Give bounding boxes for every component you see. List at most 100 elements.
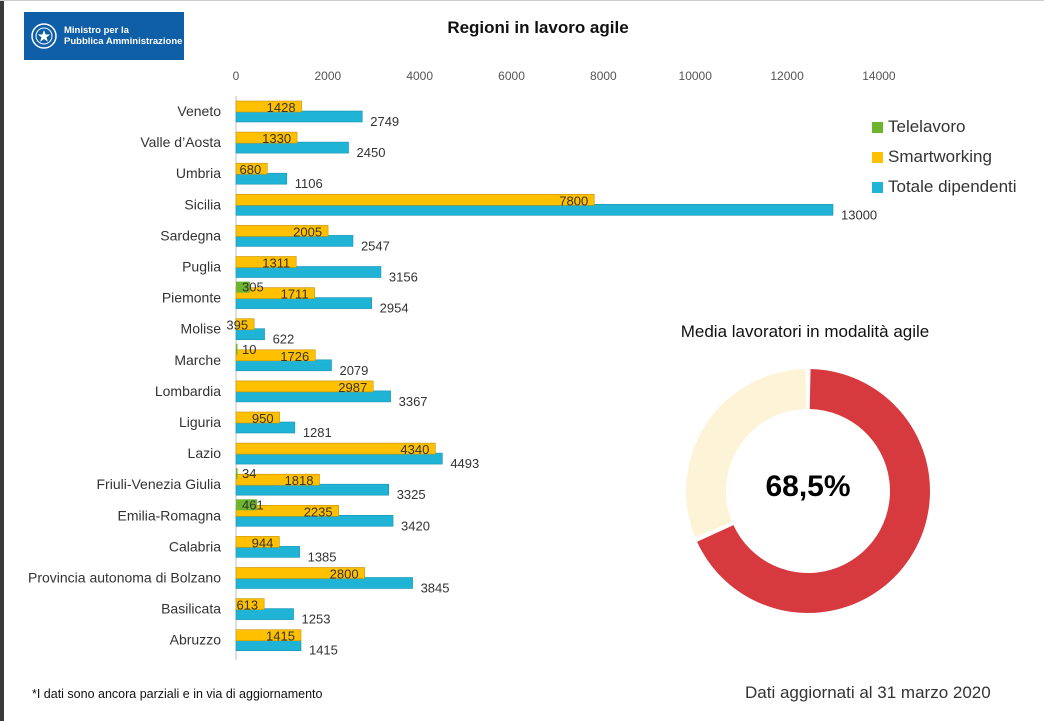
bar-totale-dipendenti-valle-d-aosta <box>235 141 349 154</box>
left-edge-border <box>0 0 4 721</box>
ministry-logo: Ministro per la Pubblica Amministrazione <box>24 12 184 60</box>
category-label-liguria: Liguria <box>179 414 221 430</box>
data-label-totale-dipendenti-piemonte: 2954 <box>380 301 409 316</box>
donut-slice-0 <box>697 369 930 613</box>
data-label-smartworking-molise: 395 <box>226 318 248 333</box>
legend-swatch-telelavoro <box>872 121 883 133</box>
category-label-abruzzo: Abruzzo <box>170 632 222 648</box>
bar-totale-dipendenti-lombardia <box>235 390 391 403</box>
category-label-calabria: Calabria <box>169 538 221 554</box>
bar-smartworking-piemonte <box>235 287 315 299</box>
category-label-emilia-romagna: Emilia-Romagna <box>118 507 222 523</box>
bar-smartworking-veneto <box>235 100 302 113</box>
bar-smartworking-marche <box>235 349 316 362</box>
data-label-totale-dipendenti-sicilia: 13000 <box>841 207 877 222</box>
data-label-smartworking-calabria: 944 <box>252 535 274 550</box>
bar-smartworking-lombardia <box>235 380 374 393</box>
emblem-icon <box>31 23 57 49</box>
bar-smartworking-emilia-romagna <box>235 504 339 517</box>
data-label-totale-dipendenti-calabria: 1385 <box>308 549 337 564</box>
donut-slice-1 <box>686 369 807 538</box>
data-label-telelavoro-piemonte: 305 <box>242 280 264 295</box>
data-label-telelavoro-marche: 10 <box>242 342 256 357</box>
data-label-smartworking-provincia-autonoma-di-bolzano: 2800 <box>330 567 359 582</box>
x-tick-label: 10000 <box>679 69 713 83</box>
data-label-smartworking-umbria: 680 <box>240 162 262 177</box>
data-label-totale-dipendenti-lazio: 4493 <box>450 456 479 471</box>
category-label-sardegna: Sardegna <box>160 227 221 243</box>
data-label-smartworking-sardegna: 2005 <box>293 224 322 239</box>
category-label-marche: Marche <box>174 352 221 368</box>
bar-smartworking-valle-d-aosta <box>235 131 298 144</box>
category-label-puglia: Puglia <box>182 259 221 275</box>
x-tick-label: 4000 <box>406 69 433 83</box>
legend-item-telelavoro: Telelavoro <box>872 112 1017 142</box>
data-label-smartworking-emilia-romagna: 2235 <box>304 504 333 519</box>
legend-label-smartworking: Smartworking <box>888 147 992 166</box>
bar-smartworking-sardegna <box>235 225 329 237</box>
bar-smartworking-abruzzo <box>235 629 302 642</box>
data-label-totale-dipendenti-molise: 622 <box>273 332 295 347</box>
data-label-totale-dipendenti-provincia-autonoma-di-bolzano: 3845 <box>421 581 450 596</box>
data-label-smartworking-sicilia: 7800 <box>559 193 588 208</box>
bar-telelavoro-marche <box>236 343 238 355</box>
bar-totale-dipendenti-sicilia <box>235 204 834 216</box>
bar-totale-dipendenti-basilicata <box>235 608 294 620</box>
data-label-smartworking-valle-d-aosta: 1330 <box>262 131 291 146</box>
category-label-molise: Molise <box>181 321 222 337</box>
bar-smartworking-calabria <box>235 536 280 548</box>
x-tick-label: 8000 <box>590 69 617 83</box>
data-label-totale-dipendenti-puglia: 3156 <box>389 270 418 285</box>
bar-chart-title: Regioni in lavoro agile <box>447 18 629 37</box>
data-label-smartworking-abruzzo: 1415 <box>266 629 295 644</box>
legend-swatch-smartworking <box>872 151 883 163</box>
bar-smartworking-sicilia <box>235 194 595 206</box>
data-label-totale-dipendenti-basilicata: 1253 <box>302 612 331 627</box>
bar-smartworking-friuli-venezia-giulia <box>235 473 320 486</box>
data-label-telelavoro-emilia-romagna: 461 <box>242 497 264 512</box>
category-label-lombardia: Lombardia <box>155 383 221 399</box>
bar-chart-legend: Telelavoro Smartworking Totale dipendent… <box>872 112 1017 202</box>
data-label-smartworking-basilicata: 613 <box>236 598 258 613</box>
footnote: *I dati sono ancora parziali e in via di… <box>32 687 323 701</box>
category-label-lazio: Lazio <box>188 445 222 461</box>
category-label-provincia-autonoma-di-bolzano: Provincia autonoma di Bolzano <box>28 570 221 586</box>
bar-totale-dipendenti-puglia <box>235 266 382 278</box>
legend-item-totale-dipendenti: Totale dipendenti <box>872 172 1017 202</box>
category-label-basilicata: Basilicata <box>161 601 221 617</box>
bar-smartworking-puglia <box>235 256 297 268</box>
data-label-totale-dipendenti-friuli-venezia-giulia: 3325 <box>397 487 426 502</box>
data-label-smartworking-friuli-venezia-giulia: 1818 <box>285 473 314 488</box>
donut-chart-title: Media lavoratori in modalità agile <box>680 322 930 341</box>
bar-telelavoro-friuli-venezia-giulia <box>236 468 238 480</box>
logo-line-1: Ministro per la <box>64 25 129 36</box>
legend-item-smartworking: Smartworking <box>872 142 1017 172</box>
data-label-totale-dipendenti-marche: 2079 <box>339 363 368 378</box>
x-tick-label: 12000 <box>770 69 804 83</box>
x-tick-label: 6000 <box>498 69 525 83</box>
data-label-smartworking-lombardia: 2987 <box>338 380 367 395</box>
data-label-smartworking-liguria: 950 <box>252 411 274 426</box>
data-label-smartworking-lazio: 4340 <box>400 442 429 457</box>
bar-telelavoro-piemonte <box>236 281 251 293</box>
donut-chart <box>686 369 930 613</box>
category-label-sicilia: Sicilia <box>184 196 221 212</box>
category-label-piemonte: Piemonte <box>162 290 221 306</box>
data-label-totale-dipendenti-liguria: 1281 <box>303 425 332 440</box>
legend-label-totale-dipendenti: Totale dipendenti <box>888 177 1017 196</box>
bar-smartworking-provincia-autonoma-di-bolzano <box>235 567 365 579</box>
donut-center-value: 68,5% <box>765 470 851 503</box>
legend-swatch-totale-dipendenti <box>872 181 883 193</box>
bar-smartworking-umbria <box>235 162 268 175</box>
bar-smartworking-molise <box>235 318 255 331</box>
top-divider <box>0 0 1044 1</box>
data-label-totale-dipendenti-veneto: 2749 <box>370 114 399 129</box>
data-label-totale-dipendenti-lombardia: 3367 <box>399 394 428 409</box>
bar-smartworking-lazio <box>235 442 436 455</box>
data-label-totale-dipendenti-umbria: 1106 <box>295 176 323 191</box>
category-label-veneto: Veneto <box>177 103 221 119</box>
x-tick-label: 14000 <box>862 69 896 83</box>
bar-totale-dipendenti-veneto <box>235 110 363 123</box>
x-tick-label: 0 <box>233 69 240 83</box>
